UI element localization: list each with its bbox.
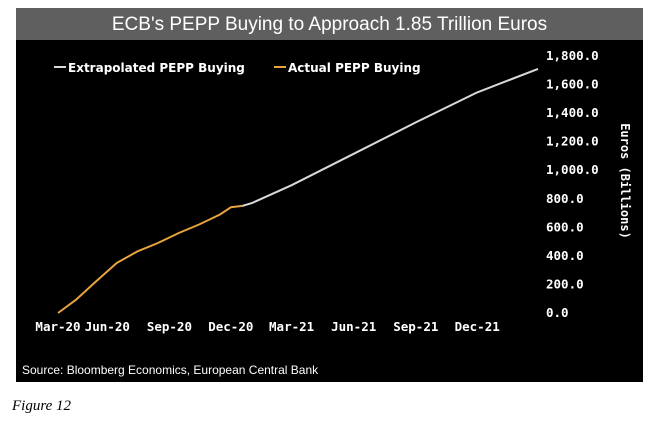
y-tick-label: 1,200.0	[546, 134, 599, 149]
y-axis-title: Euros (Billions)	[618, 123, 632, 239]
legend-label-actual: Actual PEPP Buying	[288, 61, 421, 75]
chart-title: ECB's PEPP Buying to Approach 1.85 Trill…	[16, 8, 643, 40]
y-tick-label: 1,400.0	[546, 105, 599, 120]
x-tick-label: Jun-20	[85, 319, 130, 334]
x-tick-label: Mar-21	[269, 319, 314, 334]
x-tick-label: Sep-20	[147, 319, 192, 334]
y-tick-label: 1,600.0	[546, 77, 599, 92]
legend-label-extrapolated: Extrapolated PEPP Buying	[68, 61, 245, 75]
y-tick-label: 1,800.0	[546, 48, 599, 63]
source-note: Source: Bloomberg Economics, European Ce…	[22, 363, 319, 377]
x-tick-label: Dec-20	[208, 319, 253, 334]
series-line-extrapolated	[242, 67, 539, 207]
series-line-actual	[57, 204, 243, 314]
y-tick-label: 0.0	[546, 305, 569, 320]
x-tick-label: Dec-21	[455, 319, 500, 334]
y-tick-label: 1,000.0	[546, 162, 599, 177]
x-tick-label: Mar-20	[35, 319, 80, 334]
chart-canvas: Extrapolated PEPP Buying Actual PEPP Buy…	[35, 48, 632, 334]
y-tick-label: 400.0	[546, 248, 584, 263]
y-tick-label: 600.0	[546, 219, 584, 234]
figure-caption: Figure 12	[12, 398, 72, 414]
y-axis-ticks: 0.0 200.0 400.0 600.0 800.0 1,000.0 1,200.0 1,4…	[546, 48, 599, 320]
series-layer	[57, 67, 539, 314]
chart-figure: ECB's PEPP Buying to Approach 1.85 Trill…	[16, 8, 643, 382]
x-tick-label: Jun-21	[331, 319, 376, 334]
y-tick-label: 800.0	[546, 191, 584, 206]
legend: Extrapolated PEPP Buying Actual PEPP Buy…	[54, 61, 421, 75]
x-tick-label: Sep-21	[393, 319, 438, 334]
x-axis-ticks: Mar-20 Jun-20 Sep-20 Dec-20 Mar-21 Jun-21 Sep-…	[35, 319, 499, 334]
y-tick-label: 200.0	[546, 276, 584, 291]
